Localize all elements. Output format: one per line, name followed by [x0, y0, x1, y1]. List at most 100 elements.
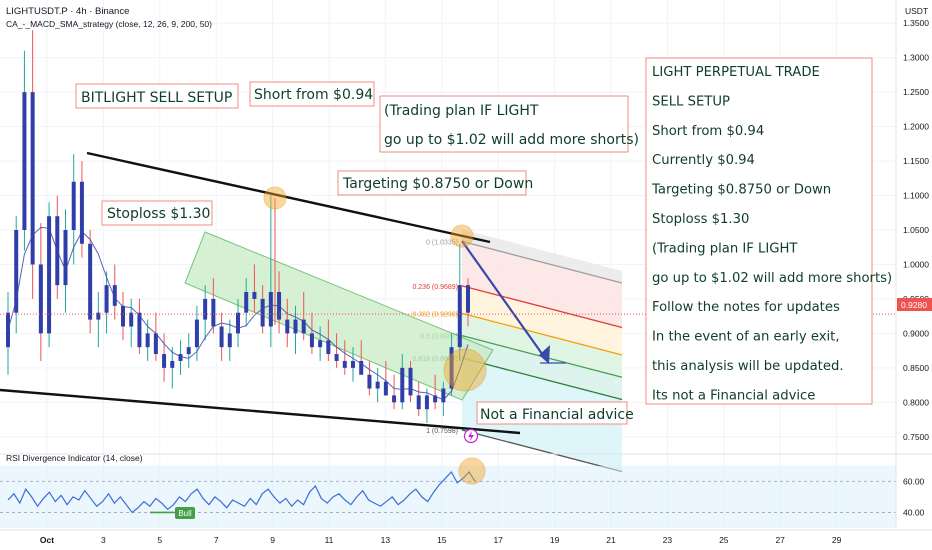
- fib-level-line: [461, 285, 623, 329]
- current-price-tag: 0.9280: [897, 298, 932, 311]
- candle-body: [121, 305, 125, 327]
- candle-body: [466, 285, 470, 313]
- fib-level-line: [461, 357, 623, 401]
- plan-box[interactable]: [379, 95, 629, 153]
- time-tick-label: 27: [775, 535, 785, 545]
- price-tick-label: 0.9000: [903, 328, 929, 338]
- candle-body: [342, 360, 347, 368]
- target-arrow-head: [539, 345, 550, 364]
- time-tick-label: 17: [493, 535, 503, 545]
- price-tick-label: 1.3500: [903, 18, 929, 28]
- notes-line: Short from $0.94: [652, 124, 764, 139]
- time-tick-label: Oct: [40, 535, 54, 545]
- candle-body: [162, 354, 167, 368]
- time-tick-label: 13: [381, 535, 391, 545]
- rsi-tick-label: 40.00: [903, 507, 925, 517]
- candle-body: [383, 381, 388, 396]
- notes-line: go up to $1.02 will add more shorts): [652, 271, 892, 286]
- candle-body: [367, 374, 372, 389]
- candle-body: [252, 292, 257, 299]
- price-tick-label: 1.2500: [903, 87, 929, 97]
- candle-body: [318, 340, 323, 348]
- candle-body: [129, 312, 134, 327]
- time-tick-label: 23: [663, 535, 673, 545]
- fib-level-line: [461, 240, 623, 284]
- descending-channel: [184, 231, 494, 401]
- fib-level-line: [461, 429, 623, 473]
- candle-body: [14, 230, 19, 313]
- highlight-circle: [263, 186, 287, 210]
- notes-line: LIGHT PERPETUAL TRADE: [652, 65, 820, 80]
- candle-body: [375, 381, 380, 389]
- time-tick-label: 9: [270, 535, 275, 545]
- plan-line1: (Trading plan IF LIGHT: [384, 103, 539, 119]
- candle-body: [219, 326, 224, 348]
- price-tick-label: 0.8500: [903, 363, 929, 373]
- candle-body: [334, 354, 339, 361]
- symbol-line[interactable]: LIGHTUSDT.P · 4h · Binance: [6, 6, 129, 17]
- candle-body: [38, 264, 43, 334]
- notes-line: Follow the notes for updates: [652, 300, 840, 315]
- candle-body: [441, 388, 446, 403]
- time-tick-label: 11: [325, 535, 334, 545]
- stoploss-label: Stoploss $1.30: [107, 206, 210, 222]
- price-tick-label: 0.8000: [903, 397, 929, 407]
- stoploss-box[interactable]: [101, 200, 213, 226]
- price-tick-label: 0.7500: [903, 432, 929, 442]
- candle-body: [137, 312, 142, 348]
- candle-body: [236, 312, 240, 334]
- fib-level-label: 0 (1.0335): [426, 239, 458, 246]
- highlight-circle: [450, 224, 474, 248]
- time-tick-label: 29: [832, 535, 842, 545]
- notes-line: Its not a Financial advice: [652, 388, 815, 403]
- strategy-line[interactable]: CA_-_MACD_SMA_strategy (close, 12, 26, 9…: [6, 19, 212, 29]
- time-tick-label: 19: [550, 535, 560, 545]
- fib-level-label: 1 (0.7598): [426, 428, 458, 435]
- short-from-label: Short from $0.94: [254, 87, 373, 103]
- target-arrow-shaft: [461, 240, 546, 359]
- candle-body: [227, 333, 232, 348]
- plan-line2: go up to $1.02 will add more shorts): [384, 132, 639, 148]
- price-tick-label: 1.0000: [903, 259, 929, 269]
- fib-level-line: [461, 312, 623, 356]
- candle-body: [400, 367, 405, 403]
- upper-trendline: [86, 151, 491, 244]
- lower-trendline: [0, 388, 521, 435]
- fib-zone-band: [462, 285, 622, 355]
- notes-line: this analysis will be updated.: [652, 359, 844, 374]
- setup-title-box[interactable]: [75, 83, 239, 109]
- candle-body: [424, 395, 429, 410]
- candle-body: [301, 319, 306, 334]
- candle-body: [22, 92, 27, 231]
- time-tick-label: 5: [157, 535, 162, 545]
- candle-body: [145, 333, 150, 348]
- candle-body: [449, 347, 454, 389]
- time-tick-label: 7: [214, 535, 219, 545]
- time-tick-label: 21: [606, 535, 616, 545]
- notes-box[interactable]: [645, 57, 873, 405]
- notes-line: (Trading plan IF LIGHT: [652, 241, 798, 256]
- targeting-box[interactable]: [337, 170, 527, 196]
- candle-body: [79, 181, 84, 244]
- lightning-icon[interactable]: [463, 428, 479, 444]
- time-tick-label: 3: [101, 535, 106, 545]
- candle-body: [457, 285, 462, 348]
- targeting-label: Targeting $0.8750 or Down: [342, 176, 533, 192]
- rsi-tick-label: 60.00: [903, 476, 925, 486]
- bull-badge-label: Bull: [178, 509, 192, 518]
- candle-body: [416, 395, 421, 410]
- candle-body: [186, 347, 191, 355]
- fib-zone-band: [462, 241, 622, 328]
- disclaimer-label: Not a Financial advice: [480, 407, 634, 423]
- candle-body: [211, 298, 216, 327]
- rsi-title[interactable]: RSI Divergence Indicator (14, close): [6, 453, 143, 463]
- disclaimer-box[interactable]: [476, 401, 628, 425]
- candle-body: [309, 333, 314, 348]
- price-tick-label: 1.1500: [903, 156, 929, 166]
- candle-body: [433, 395, 438, 403]
- candle-body: [170, 360, 175, 368]
- price-tick-label: 1.3000: [903, 53, 929, 63]
- short-from-box[interactable]: [249, 81, 375, 107]
- candle-body: [244, 292, 249, 313]
